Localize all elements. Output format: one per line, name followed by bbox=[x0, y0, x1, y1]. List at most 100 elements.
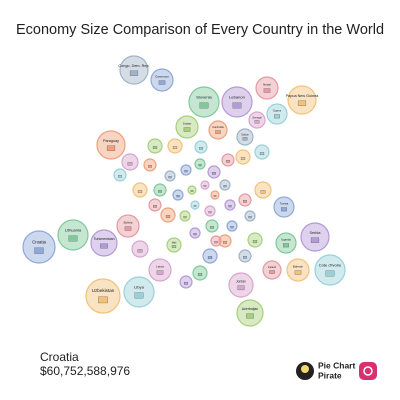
bubble bbox=[226, 220, 238, 232]
flag bbox=[156, 270, 164, 275]
bubble-label: Uganda bbox=[281, 238, 291, 242]
bubble-label: Lebanon bbox=[229, 95, 245, 100]
bubble-label: Slovenia bbox=[196, 95, 212, 100]
flag bbox=[310, 237, 320, 243]
bubble bbox=[147, 138, 163, 154]
flag bbox=[252, 240, 258, 244]
bubble-group bbox=[207, 165, 221, 179]
bubble-group bbox=[160, 207, 176, 223]
flag bbox=[263, 88, 271, 93]
bubble bbox=[275, 232, 297, 254]
bubble-group: Cote d'Ivoire bbox=[314, 254, 346, 286]
flag bbox=[34, 247, 44, 254]
flag bbox=[148, 165, 152, 168]
bubble-group bbox=[210, 235, 222, 247]
flag bbox=[134, 292, 144, 299]
bubble bbox=[224, 199, 236, 211]
bubble-label: Bahrain bbox=[293, 264, 304, 268]
bubble-group bbox=[238, 249, 252, 263]
bubble bbox=[262, 260, 282, 280]
bubble-label: Senegal bbox=[252, 116, 262, 119]
bubble-group: Sudan bbox=[175, 115, 199, 139]
bubble bbox=[266, 103, 288, 125]
bubble-label: Latvia bbox=[156, 264, 164, 268]
bubble-label: Paraguay bbox=[103, 139, 119, 143]
flag bbox=[283, 243, 289, 248]
bubble-group: Bolivia bbox=[116, 214, 140, 238]
bubble-group: Senegal bbox=[248, 111, 266, 129]
bubble-label: Azerbaijan bbox=[242, 307, 259, 311]
bubble-group: Congo, Dem. Rep. bbox=[118, 55, 150, 85]
bubble bbox=[188, 86, 220, 118]
bubble-label: Bolivia bbox=[124, 220, 133, 224]
bubble bbox=[180, 164, 192, 176]
bubble bbox=[123, 276, 155, 308]
flag bbox=[129, 70, 139, 76]
bubble bbox=[189, 227, 201, 239]
bubble bbox=[179, 275, 193, 289]
bubble-group: Turkmenistan bbox=[90, 229, 118, 257]
flag bbox=[165, 215, 171, 219]
bubble bbox=[131, 240, 149, 258]
flag bbox=[223, 241, 227, 244]
bubble-group bbox=[172, 189, 184, 201]
bubble-group bbox=[131, 240, 149, 258]
bubble-group bbox=[147, 138, 163, 154]
bubble bbox=[57, 219, 89, 251]
bubble bbox=[248, 111, 266, 129]
bubble bbox=[175, 115, 199, 139]
bubble-label: Papua New Guinea bbox=[286, 94, 320, 98]
bubble bbox=[167, 138, 183, 154]
flag bbox=[193, 233, 197, 236]
bubble-group bbox=[194, 158, 206, 170]
bubble-group: Cyprus bbox=[266, 103, 288, 125]
bubble bbox=[286, 258, 310, 282]
bubble-group bbox=[148, 198, 162, 212]
brand-line: Pirate bbox=[318, 370, 342, 380]
flag bbox=[259, 152, 265, 156]
chart-title: Economy Size Comparison of Every Country… bbox=[16, 22, 384, 38]
bubble-group: Tunisia bbox=[273, 196, 295, 218]
bubble bbox=[314, 254, 346, 286]
bubble bbox=[273, 196, 295, 218]
logo-face bbox=[301, 365, 309, 373]
flag bbox=[190, 190, 194, 192]
bubble-label: Croatia bbox=[32, 239, 46, 244]
bubble-group: Lebanon bbox=[221, 86, 253, 118]
bubble-label: Lithuania bbox=[65, 228, 82, 233]
flag bbox=[254, 120, 260, 124]
bubble bbox=[238, 193, 252, 207]
bubble bbox=[228, 272, 254, 298]
bubble-group bbox=[190, 200, 200, 210]
bubble-group bbox=[113, 168, 127, 182]
flag bbox=[98, 296, 108, 304]
bubble-group: Serbia bbox=[300, 222, 330, 252]
bubble-group bbox=[187, 185, 197, 195]
flag bbox=[203, 185, 207, 187]
bubble bbox=[221, 153, 235, 167]
bubble-label: Mali bbox=[172, 242, 177, 245]
bubble-group bbox=[164, 170, 176, 182]
flag bbox=[325, 270, 335, 277]
bubble bbox=[235, 149, 251, 165]
flag bbox=[152, 146, 158, 150]
bubble bbox=[204, 205, 216, 217]
bubble-group bbox=[132, 182, 148, 198]
flag bbox=[269, 270, 275, 274]
flag bbox=[237, 285, 245, 291]
bubble-label: Sudan bbox=[183, 121, 192, 125]
flag bbox=[197, 273, 203, 277]
bubble-group: Nepal bbox=[255, 76, 279, 100]
bubble bbox=[210, 235, 222, 247]
flag bbox=[198, 164, 202, 167]
bubble-label: Serbia bbox=[310, 231, 322, 235]
bubble-group bbox=[254, 144, 270, 160]
bubble bbox=[218, 234, 232, 248]
bubble bbox=[210, 190, 220, 200]
bubble bbox=[143, 158, 157, 172]
bubble-group bbox=[179, 210, 191, 222]
bubble bbox=[148, 198, 162, 212]
bubble bbox=[236, 299, 264, 327]
flag bbox=[207, 256, 213, 260]
